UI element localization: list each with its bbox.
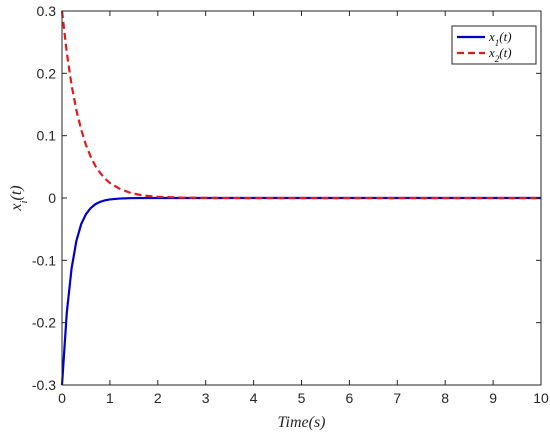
- y-tick-label: -0.3: [32, 377, 56, 393]
- y-tick-label: 0.3: [37, 3, 57, 19]
- legend-box: [451, 25, 537, 65]
- axes: 0 1 2 3 4 5 6 7 8 9 10 -0.3 -0.2 -0.1 0 0.1 0.2 0.3: [32, 3, 549, 406]
- plot-area: [60, 10, 541, 386]
- x-tick-label: 9: [489, 390, 497, 406]
- y-axis-label: xi(t): [8, 185, 30, 211]
- legend: x1(t)x2(t): [451, 25, 537, 65]
- legend-label-2: x2(t): [488, 45, 512, 64]
- y-tick-label: -0.1: [32, 252, 56, 268]
- y-tick-label: 0.2: [37, 65, 57, 81]
- x-tick-label: 6: [346, 390, 354, 406]
- x-tick-label: 1: [106, 390, 114, 406]
- y-tick-label: 0: [48, 190, 56, 206]
- x-tick-label: 10: [533, 390, 549, 406]
- x-tick-label: 0: [58, 390, 66, 406]
- x-axis-label: Time(s): [278, 414, 326, 431]
- x-tick-label: 7: [393, 390, 401, 406]
- x-tick-label: 2: [154, 390, 162, 406]
- x-tick-label: 8: [441, 390, 449, 406]
- x-tick-label: 5: [298, 390, 306, 406]
- y-tick-label: 0.1: [37, 128, 57, 144]
- legend-label-1: x1(t): [488, 29, 512, 48]
- x-tick-label: 3: [202, 390, 210, 406]
- x-tick-label: 4: [250, 390, 258, 406]
- series-line-2: [60, 10, 541, 200]
- y-tick-label: -0.2: [32, 315, 56, 331]
